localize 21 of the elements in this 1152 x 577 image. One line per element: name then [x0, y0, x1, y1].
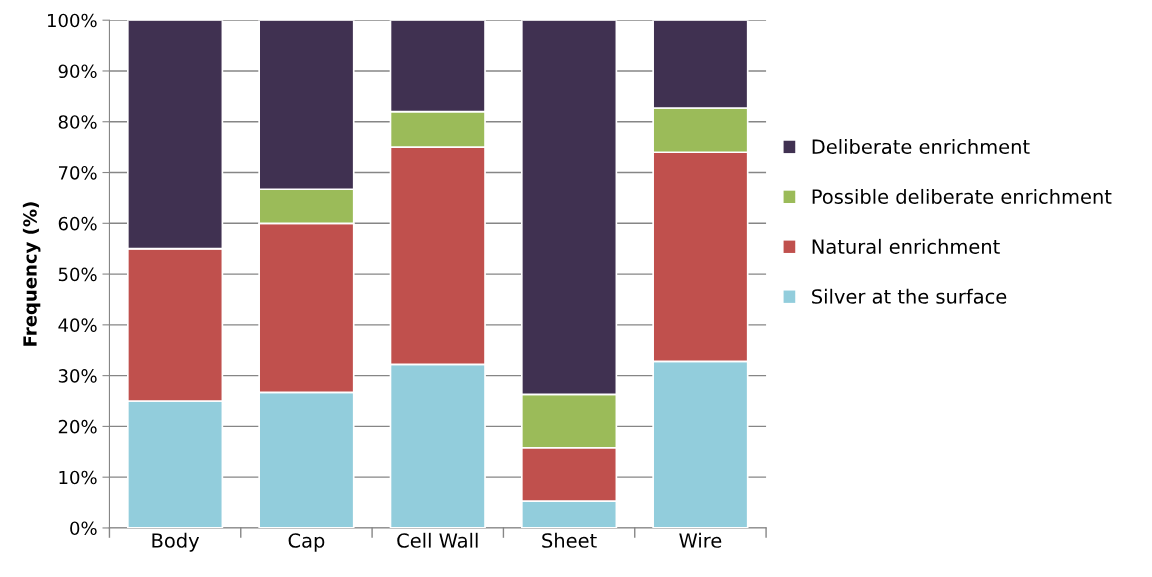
x-tick-label: Sheet: [542, 532, 597, 548]
legend-label: Silver at the surface: [812, 288, 1007, 304]
y-tick-label: 70%: [58, 165, 97, 180]
y-tick-label: 60%: [58, 216, 97, 231]
y-tick-label: 50%: [58, 267, 97, 282]
y-tick-label: 0%: [70, 521, 97, 536]
x-tick-label: Cell Wall: [397, 532, 478, 548]
x-tick-label: Wire: [679, 532, 722, 548]
y-tick-label: 20%: [58, 419, 97, 434]
y-tick-label: 80%: [58, 115, 97, 129]
x-tick-label: Cap: [288, 533, 325, 552]
y-tick-label: 40%: [58, 318, 97, 332]
y-tick-label: 30%: [58, 369, 97, 383]
y-tick-label: 10%: [59, 470, 97, 485]
y-tick-label: 90%: [58, 64, 97, 79]
y-axis-title: Frequency (%): [22, 202, 41, 346]
legend-label: Deliberate enrichment: [812, 139, 1030, 155]
legend-label: Natural enrichment: [812, 238, 1000, 254]
y-tick-label: 100%: [48, 13, 97, 28]
x-tick-label: Body: [152, 532, 200, 552]
legend-label: Possible deliberate enrichment: [812, 188, 1112, 204]
